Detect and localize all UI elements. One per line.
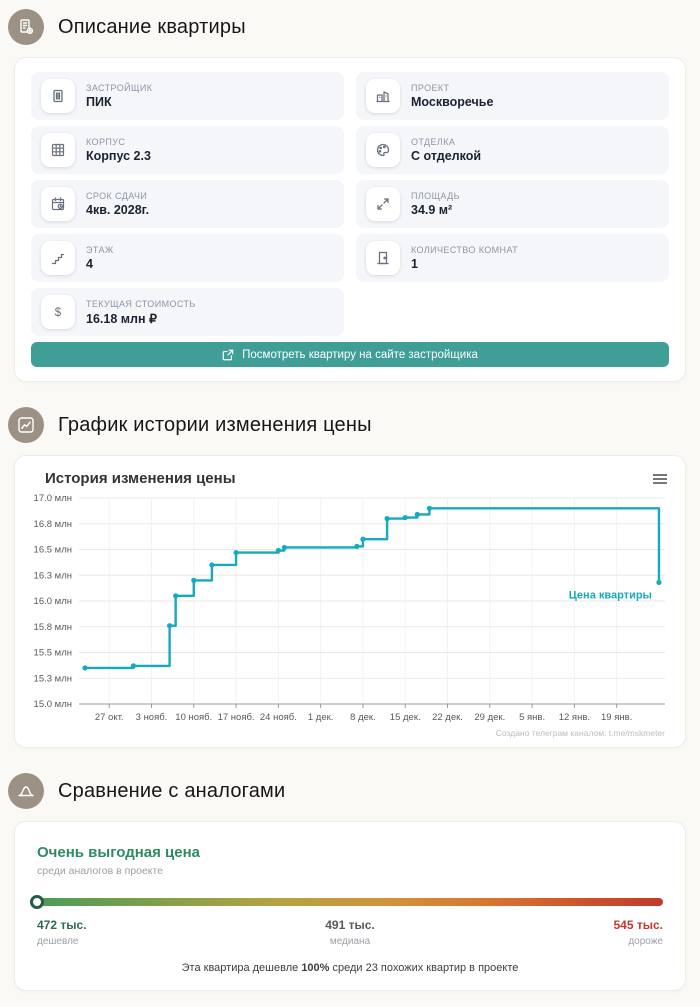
price-history-icon: [8, 407, 44, 443]
card-label: ОТДЕЛКА: [411, 137, 456, 147]
svg-text:15.8 млн: 15.8 млн: [34, 622, 72, 633]
comparison-section-title: Сравнение с аналогами: [58, 779, 286, 802]
card-price: $ ТЕКУЩАЯ СТОИМОСТЬ 16.18 млн ₽: [31, 288, 344, 336]
svg-text:10 нояб.: 10 нояб.: [175, 712, 212, 723]
card-label: ПЛОЩАДЬ: [411, 191, 460, 201]
caption-text: среди 23 похожих квартир в проекте: [329, 962, 519, 974]
median-price-caption: медиана: [329, 936, 371, 947]
apartment-description-icon: [8, 9, 44, 45]
comparison-panel: Очень выгодная цена среди аналогов в про…: [14, 821, 686, 991]
svg-text:16.8 млн: 16.8 млн: [34, 519, 72, 530]
svg-text:29 дек.: 29 дек.: [474, 712, 505, 723]
svg-text:22 дек.: 22 дек.: [432, 712, 463, 723]
price-position-marker: [30, 895, 44, 909]
series-label: Цена квартиры: [569, 589, 652, 601]
price-history-chart: 17.0 млн 16.8 млн 16.5 млн 16.3 млн 16.0 млн…: [34, 493, 666, 738]
card-value: 16.18 млн ₽: [86, 311, 157, 326]
card-rooms: КОЛИЧЕСТВО КОМНАТ 1: [356, 234, 669, 282]
city-icon: [366, 79, 400, 113]
svg-text:16.5 млн: 16.5 млн: [34, 545, 72, 556]
svg-text:8 дек.: 8 дек.: [350, 712, 376, 723]
chart-menu-icon[interactable]: [651, 470, 669, 488]
card-project: ПРОЕКТ Москворечье: [356, 72, 669, 120]
svg-text:$: $: [55, 307, 62, 319]
svg-text:15.0 млн: 15.0 млн: [34, 699, 72, 710]
external-link-icon: [222, 349, 234, 360]
price-verdict: Очень выгодная цена: [37, 844, 201, 861]
svg-text:24 нояб.: 24 нояб.: [260, 712, 297, 723]
gradient-bar: [37, 898, 663, 906]
calendar-icon: [41, 187, 75, 221]
card-label: ЗАСТРОЙЩИК: [86, 83, 153, 93]
card-block: КОРПУС Корпус 2.3: [31, 126, 344, 174]
scale-max: 545 тыс. дороже: [614, 918, 664, 947]
max-price: 545 тыс.: [613, 918, 664, 932]
svg-text:5 янв.: 5 янв.: [519, 712, 545, 723]
chart-credit: Создано телеграм каналом: t.me/mskmeter: [496, 728, 665, 738]
card-value: С отделкой: [411, 149, 482, 163]
chart-section-header: График истории изменения цены: [0, 398, 700, 451]
svg-text:12 янв.: 12 янв.: [559, 712, 590, 723]
card-value: 1: [411, 257, 418, 271]
price-chart-panel: История изменения цены 17.0 млн 16.8 млн 1…: [14, 455, 686, 748]
card-floor: ЭТАЖ 4: [31, 234, 344, 282]
door-icon: [366, 241, 400, 275]
chart-section-title: График истории изменения цены: [58, 413, 372, 436]
card-label: КОЛИЧЕСТВО КОМНАТ: [411, 245, 519, 255]
card-developer: ЗАСТРОЙЩИК ПИК: [31, 72, 344, 120]
svg-text:19 янв.: 19 янв.: [601, 712, 632, 723]
comparison-caption: Эта квартира дешевле 100% среди 23 похож…: [37, 962, 663, 974]
card-value: 34.9 м²: [411, 203, 453, 217]
description-panel: ЗАСТРОЙЩИК ПИК ПРОЕКТ Москворечье КОРПУС: [14, 57, 686, 382]
card-label: ЭТАЖ: [86, 245, 114, 255]
svg-text:3 нояб.: 3 нояб.: [136, 712, 168, 723]
description-cards-grid: ЗАСТРОЙЩИК ПИК ПРОЕКТ Москворечье КОРПУС: [31, 72, 669, 336]
card-value: Москворечье: [411, 95, 494, 109]
svg-text:15.3 млн: 15.3 млн: [34, 673, 72, 684]
card-deadline: СРОК СДАЧИ 4кв. 2028г.: [31, 180, 344, 228]
card-label: СРОК СДАЧИ: [86, 191, 148, 201]
card-area: ПЛОЩАДЬ 34.9 м²: [356, 180, 669, 228]
svg-text:1 дек.: 1 дек.: [308, 712, 334, 723]
svg-text:27 окт.: 27 окт.: [95, 712, 124, 723]
svg-text:17.0 млн: 17.0 млн: [34, 493, 72, 504]
card-finish: ОТДЕЛКА С отделкой: [356, 126, 669, 174]
price-scale-bar: [30, 895, 663, 909]
scale-labels: 472 тыс. дешевле 491 тыс. медиана 545 ты…: [37, 918, 663, 947]
stairs-icon: [41, 241, 75, 275]
svg-text:16.0 млн: 16.0 млн: [34, 596, 72, 607]
expand-icon: [366, 187, 400, 221]
card-value: ПИК: [86, 95, 112, 109]
card-label: ПРОЕКТ: [411, 83, 450, 93]
median-price: 491 тыс.: [325, 918, 375, 932]
price-verdict-subtitle: среди аналогов в проекте: [37, 865, 164, 877]
card-label: ТЕКУЩАЯ СТОИМОСТЬ: [86, 298, 196, 309]
min-price-caption: дешевле: [37, 936, 79, 947]
comparison-section-header: Сравнение с аналогами: [0, 764, 700, 817]
max-price-caption: дороже: [628, 936, 663, 947]
card-value: Корпус 2.3: [86, 149, 151, 163]
svg-text:16.3 млн: 16.3 млн: [34, 570, 72, 581]
building-icon: [41, 79, 75, 113]
chart-title: История изменения цены: [45, 470, 236, 487]
scale-min: 472 тыс. дешевле: [37, 918, 87, 947]
scale-median: 491 тыс. медиана: [325, 918, 375, 947]
comparison-curve-icon: [8, 773, 44, 809]
caption-percent: 100%: [301, 962, 330, 974]
grid-icon: [41, 133, 75, 167]
svg-text:15 дек.: 15 дек.: [390, 712, 421, 723]
svg-text:17 нояб.: 17 нояб.: [218, 712, 255, 723]
description-section-header: Описание квартиры: [0, 0, 700, 53]
min-price: 472 тыс.: [37, 918, 87, 932]
card-label: КОРПУС: [86, 137, 126, 147]
dollar-icon: $: [41, 295, 75, 329]
card-value: 4: [86, 257, 93, 271]
view-on-developer-site-button[interactable]: Посмотреть квартиру на сайте застройщика: [31, 342, 669, 367]
caption-text: Эта квартира дешевле: [181, 962, 302, 974]
svg-text:15.5 млн: 15.5 млн: [34, 648, 72, 659]
palette-icon: [366, 133, 400, 167]
description-section-title: Описание квартиры: [58, 15, 246, 38]
cta-label: Посмотреть квартиру на сайте застройщика: [242, 348, 478, 361]
card-value: 4кв. 2028г.: [86, 203, 150, 217]
